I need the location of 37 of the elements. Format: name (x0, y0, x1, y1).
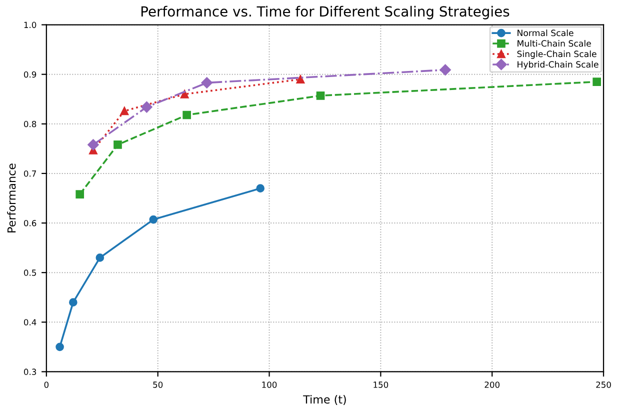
point (316, 91, 325, 100)
point (201, 77, 212, 88)
legend-label: Multi-Chain Scale (518, 40, 591, 47)
point (120, 106, 129, 116)
point (69, 298, 78, 306)
point (96, 254, 104, 262)
y-tick-label: 0.8 (24, 120, 36, 128)
legend-label: Normal Scale (518, 30, 574, 36)
chart-title: Performance vs. Time for Different Scaling Strategies (141, 6, 510, 20)
x-tick-label: 100 (262, 382, 277, 388)
y-tick-label: 0.6 (24, 220, 36, 226)
point (256, 184, 265, 192)
point (592, 78, 602, 86)
y-tick-label: 0.7 (24, 170, 36, 177)
x-axis-title: Time (t) (303, 395, 346, 405)
legend-label: Hybrid-Chain Scale (518, 60, 598, 70)
x-tick-label: 250 (596, 382, 611, 388)
point (296, 75, 305, 84)
point (88, 139, 99, 150)
point (56, 342, 64, 352)
y-tick-label: 0.5 (24, 270, 36, 276)
y-tick-label: 0.9 (24, 71, 36, 78)
x-tick-label: 0 (44, 382, 49, 388)
y-tick-label: 0.4 (24, 319, 36, 326)
point (149, 215, 158, 224)
point (141, 101, 152, 113)
point (76, 190, 84, 198)
x-tick-label: 150 (374, 382, 388, 388)
point (114, 140, 122, 149)
point (182, 110, 191, 120)
y-tick-label: 0.3 (24, 368, 36, 375)
y-tick-label: 1.0 (24, 22, 36, 28)
x-tick-label: 50 (153, 382, 163, 388)
x-tick-label: 200 (484, 382, 500, 388)
legend-label: Single-Chain Scale (517, 50, 596, 59)
point (440, 64, 451, 76)
y-axis-title: Performance (7, 164, 16, 232)
